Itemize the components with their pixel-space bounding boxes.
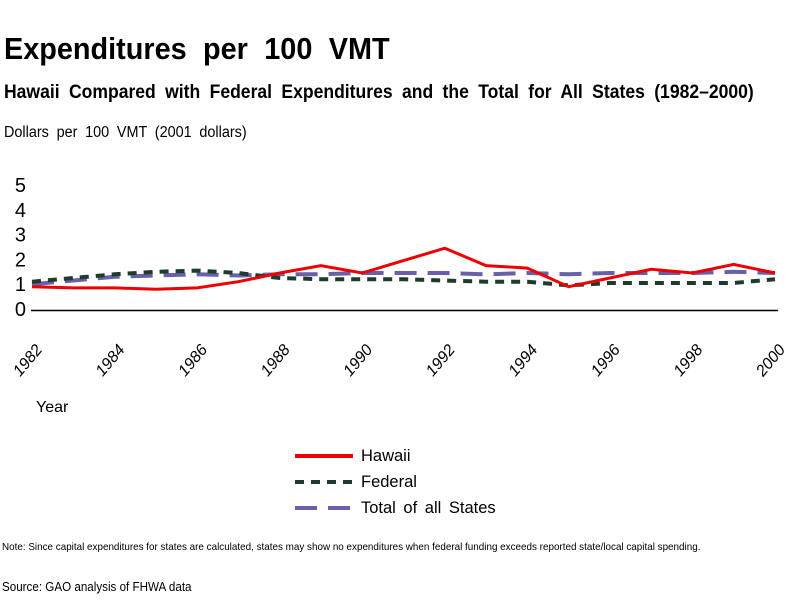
legend-item-hawaii: Hawaii — [295, 443, 496, 469]
y-axis-tick-label: 1 — [15, 274, 26, 296]
x-axis-tick-label: 1996 — [588, 342, 624, 380]
legend-item-federal: Federal — [295, 469, 496, 495]
legend-label-hawaii: Hawaii — [361, 446, 411, 465]
legend-line-swatch-hawaii — [295, 454, 353, 458]
x-axis-tick-label: 1982 — [10, 342, 46, 380]
x-axis-tick-label: 1984 — [93, 342, 129, 380]
legend-label-federal: Federal — [361, 472, 417, 491]
x-axis-tick-label: 1988 — [258, 342, 294, 380]
y-axis-tick-label: 4 — [15, 200, 26, 222]
x-axis-tick-label: 1992 — [423, 342, 459, 380]
x-axis-title: Year — [36, 399, 69, 416]
y-axis-title: Dollars per 100 VMT (2001 dollars) — [4, 124, 265, 142]
y-axis-title-text: Dollars per 100 VMT (2001 dollars) — [4, 124, 247, 141]
legend: Hawaii Federal Total of all States — [295, 443, 496, 521]
legend-line-swatch-federal — [295, 480, 353, 484]
legend-line-swatch-total-all-states — [295, 506, 353, 510]
y-axis-tick-label: 2 — [15, 249, 26, 271]
x-axis-tick-label: 2000 — [753, 342, 790, 381]
x-axis-tick-label: 1998 — [671, 342, 707, 380]
source-text: Source: GAO analysis of FHWA data — [2, 580, 206, 594]
series-line-hawaii — [31, 246, 776, 291]
chart-subtitle: Hawaii Compared with Federal Expenditure… — [4, 81, 800, 104]
x-axis-tick-label: 1990 — [340, 342, 376, 380]
chart-area: 0 1 2 3 4 5 1982 1984 1986 1988 1990 1992 1994 1996 19… — [0, 170, 800, 385]
series-line-federal — [31, 268, 776, 288]
y-axis-tick-label: 5 — [15, 175, 26, 197]
chart-subtitle-text: Hawaii Compared with Federal Expenditure… — [4, 81, 754, 104]
series-line-total-of-all-states — [31, 269, 776, 287]
note-text-content: Note: Since capital expenditures for sta… — [2, 541, 701, 553]
x-axis-tick-label: 1986 — [175, 342, 211, 380]
y-axis-tick-label: 0 — [15, 299, 26, 321]
chart-title: Expenditures per 100 VMT — [4, 30, 419, 66]
x-axis-tick-label: 1994 — [505, 342, 541, 380]
legend-label-total-all-states: Total of all States — [361, 498, 496, 517]
source-text-content: Source: GAO analysis of FHWA data — [2, 580, 192, 594]
chart-title-text: Expenditures per 100 VMT — [4, 30, 390, 66]
y-axis-tick-label: 3 — [15, 225, 26, 247]
note-text: Note: Since capital expenditures for sta… — [2, 541, 745, 553]
legend-item-total-all-states: Total of all States — [295, 495, 496, 521]
